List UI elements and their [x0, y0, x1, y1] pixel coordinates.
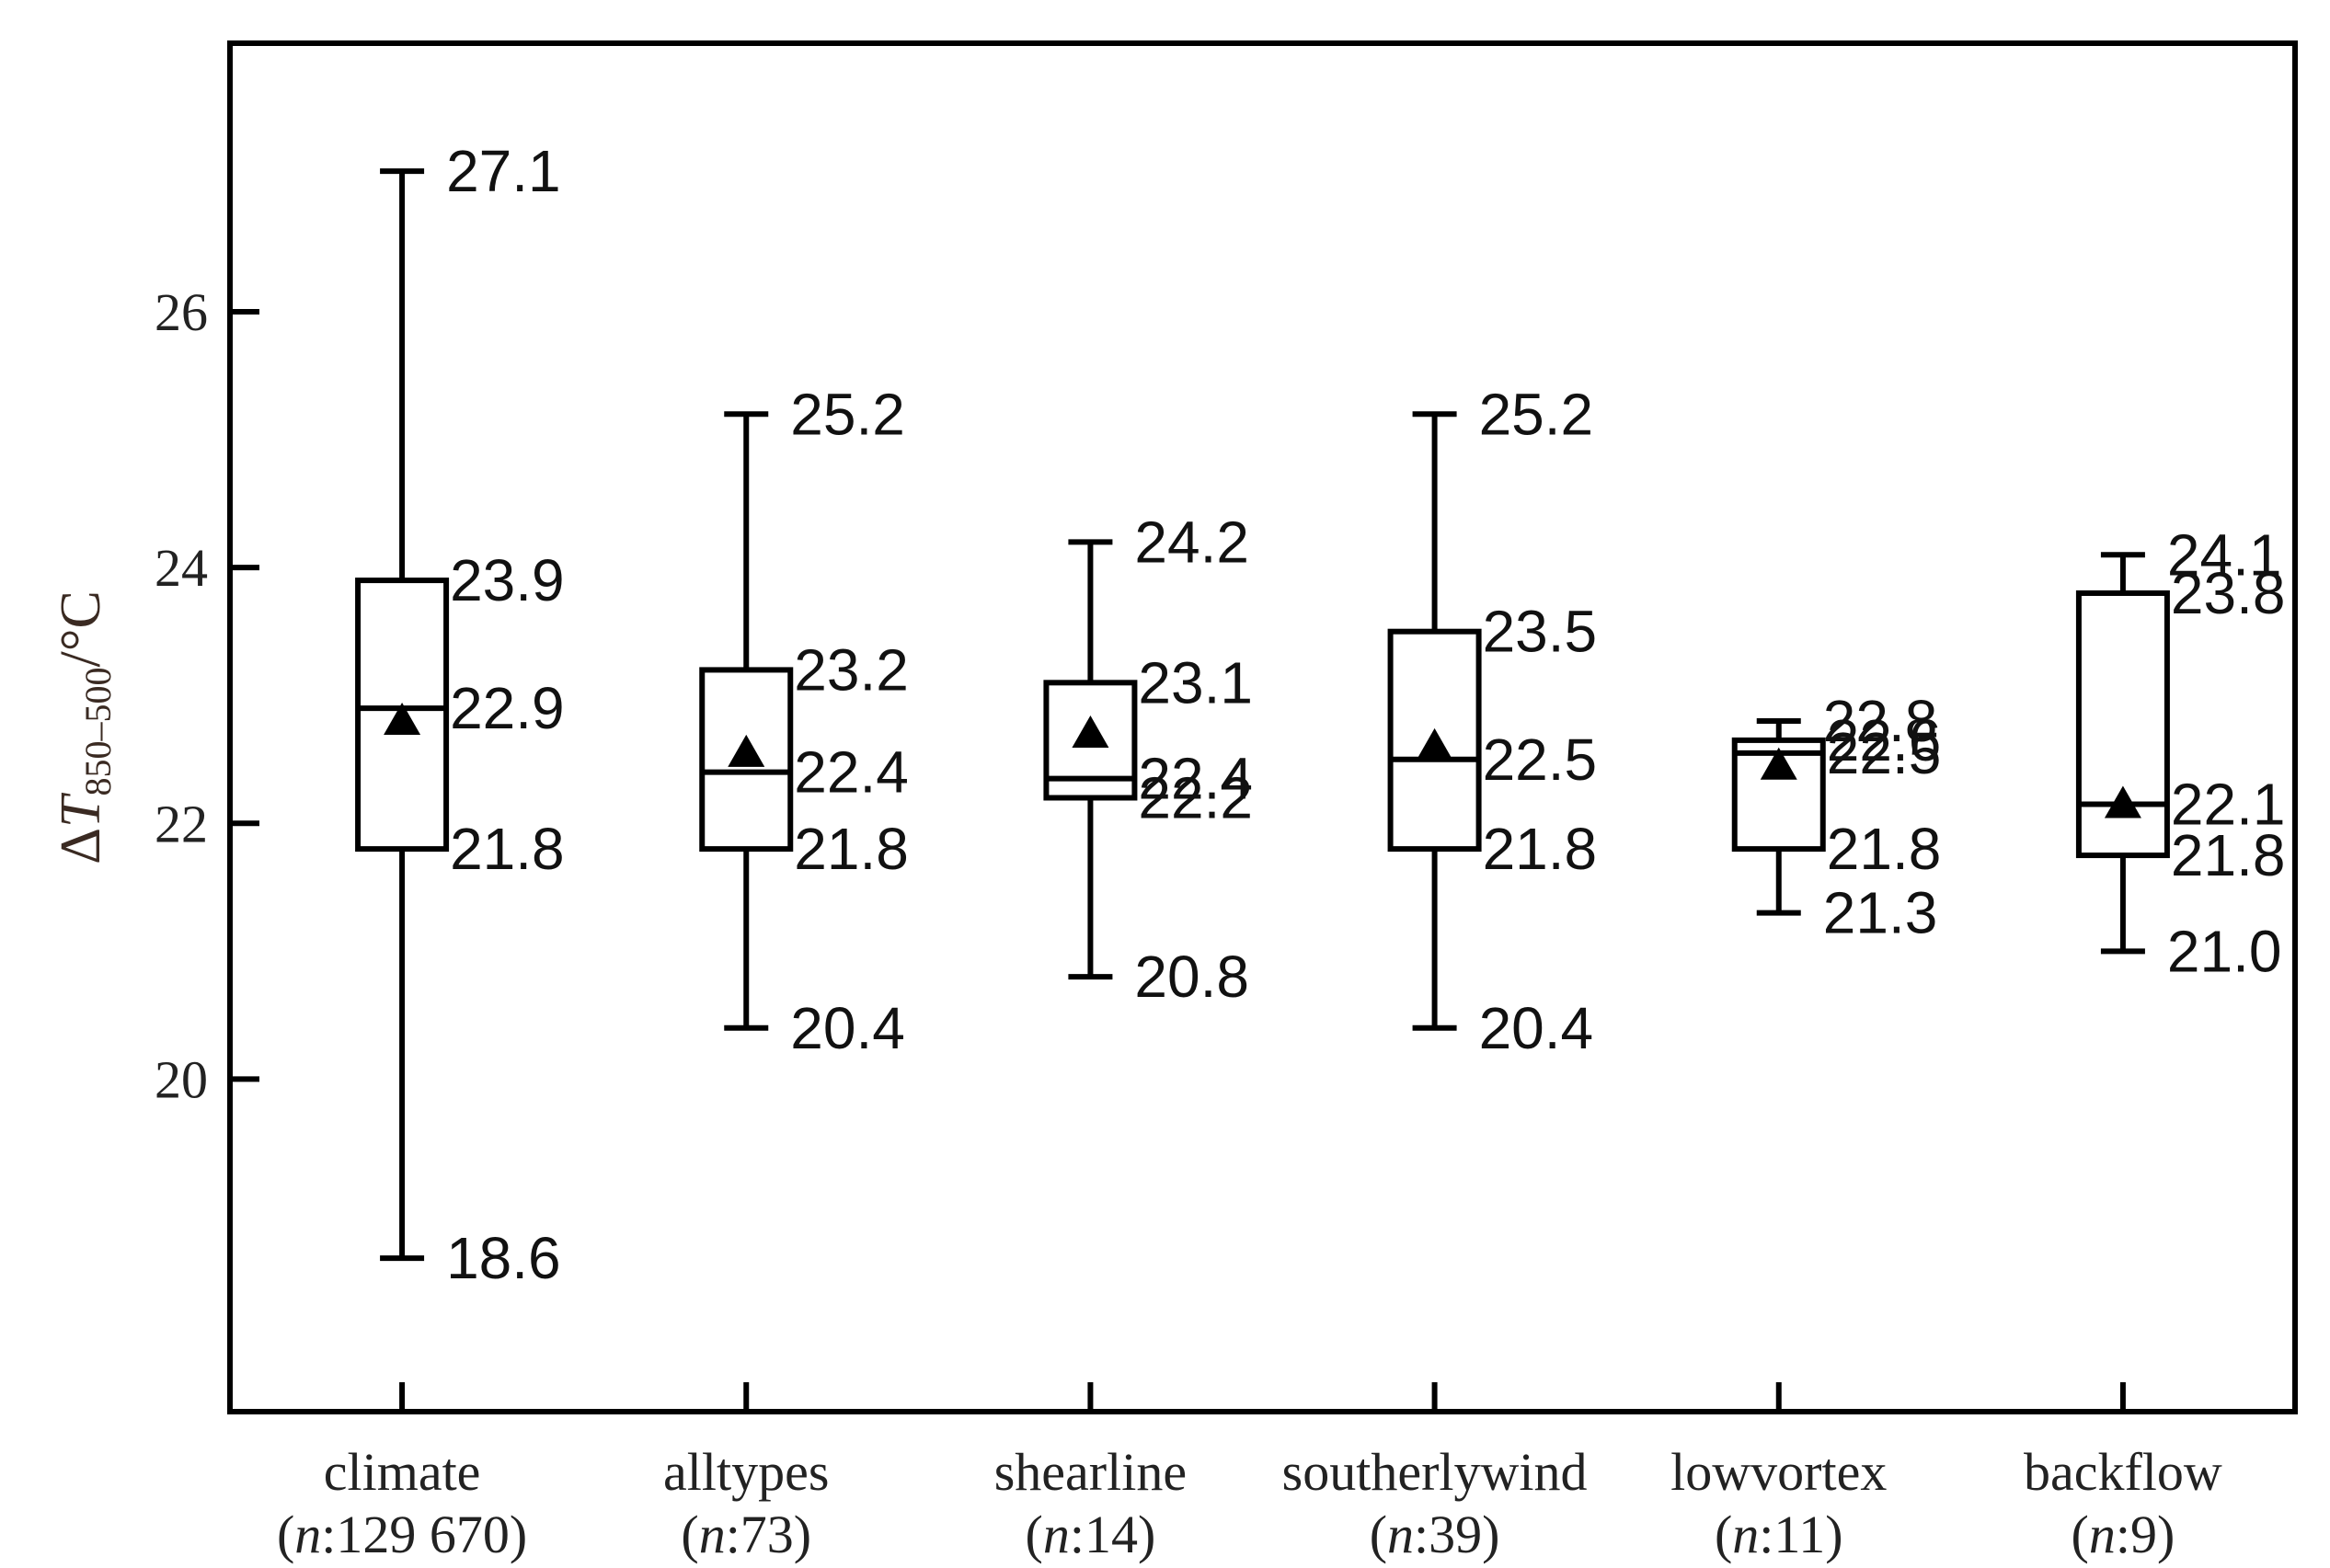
paren-open: ( — [681, 1505, 698, 1564]
y-tick-label-20: 20 — [155, 1049, 208, 1109]
count-value: :39) — [1414, 1505, 1499, 1564]
value-label-median: 22.1 — [2171, 771, 2286, 837]
value-label-max: 24.2 — [1134, 509, 1249, 575]
value-label-q1: 21.8 — [2171, 822, 2286, 888]
category-label-alltypes: alltypes — [663, 1442, 829, 1502]
mean-marker — [1760, 747, 1797, 780]
value-label-max: 24.1 — [2167, 521, 2282, 588]
box-southerlywind: 25.2 20.4 23.5 22.5 21.8 — [1387, 381, 1598, 1061]
value-label-min: 20.4 — [790, 995, 905, 1061]
mean-marker — [728, 734, 765, 767]
box-lowvortex: 22.8 21.3 22.622.5 21.8 — [1731, 688, 1942, 946]
paren-open: ( — [277, 1505, 294, 1564]
category-count-alltypes: (n:73) — [681, 1505, 811, 1564]
value-label-median: 22.4 — [1138, 746, 1253, 812]
y-axis-label: ΔT850–500/°C — [50, 590, 119, 864]
value-label-q1: 21.8 — [794, 816, 909, 882]
category-count-backflow: (n:9) — [2072, 1505, 2175, 1564]
count-symbol: n — [1387, 1505, 1414, 1564]
category-count-climate: (n:129 670) — [277, 1505, 527, 1564]
value-label-median: 22.5 — [1483, 727, 1598, 793]
box-climate: 27.1 18.6 23.9 22.9 21.8 — [355, 138, 565, 1291]
count-value: :14) — [1070, 1505, 1155, 1564]
value-label-max: 27.1 — [446, 138, 561, 204]
count-value: :73) — [726, 1505, 811, 1564]
value-label-min: 20.4 — [1479, 995, 1594, 1061]
y-axis: 20 22 24 26 — [155, 282, 259, 1109]
category-count-southerlywind: (n:39) — [1370, 1505, 1500, 1564]
value-label-median: 22.5 — [1827, 720, 1942, 786]
value-label-min: 21.3 — [1823, 880, 1938, 946]
value-label-median: 22.9 — [450, 675, 565, 741]
value-label-max: 25.2 — [790, 381, 905, 447]
category-count-lowvortex: (n:11) — [1715, 1505, 1843, 1564]
value-label-q1: 21.8 — [450, 816, 565, 882]
value-label-q1: 22.2 — [1138, 764, 1253, 830]
count-value: :11) — [1759, 1505, 1842, 1564]
mean-marker — [2104, 785, 2141, 818]
box-alltypes: 25.2 20.4 23.2 22.4 21.8 — [699, 381, 909, 1061]
value-label-min: 20.8 — [1134, 944, 1249, 1010]
value-label-q1: 21.8 — [1827, 816, 1942, 882]
paren-open: ( — [1026, 1505, 1043, 1564]
category-label-backflow: backflow — [2024, 1442, 2222, 1502]
box-backflow: 24.1 21.0 23.8 22.121.8 — [2075, 521, 2286, 984]
mean-marker — [384, 703, 421, 736]
value-label-q3: 23.1 — [1138, 649, 1253, 715]
paren-open: ( — [1715, 1505, 1732, 1564]
count-symbol: n — [2089, 1505, 2116, 1564]
count-value: :129 670) — [321, 1505, 527, 1564]
count-symbol: n — [699, 1505, 726, 1564]
category-label-climate: climate — [324, 1442, 481, 1502]
category-count-shearline: (n:14) — [1026, 1505, 1156, 1564]
paren-open: ( — [2072, 1505, 2089, 1564]
mean-marker — [1072, 715, 1109, 748]
y-tick-label-22: 22 — [155, 794, 208, 853]
box-shearline: 24.2 20.8 23.1 22.422.2 — [1043, 509, 1253, 1010]
category-label-lowvortex: lowvortex — [1670, 1442, 1887, 1502]
count-value: :9) — [2116, 1505, 2175, 1564]
iqr-box — [355, 578, 450, 853]
value-label-min: 18.6 — [446, 1225, 561, 1291]
x-axis: climate(n:129 670)alltypes(n:73)shearlin… — [277, 1382, 2222, 1564]
category-label-southerlywind: southerlywind — [1282, 1442, 1588, 1502]
category-label-shearline: shearline — [994, 1442, 1187, 1502]
count-symbol: n — [1043, 1505, 1070, 1564]
value-label-min: 21.0 — [2167, 918, 2282, 984]
count-symbol: n — [294, 1505, 321, 1564]
paren-open: ( — [1370, 1505, 1387, 1564]
mean-marker — [1416, 727, 1453, 761]
value-label-q3: 23.8 — [2171, 560, 2286, 626]
plot-frame — [227, 40, 2298, 1414]
value-label-q3: 23.5 — [1483, 599, 1598, 665]
count-symbol: n — [1732, 1505, 1759, 1564]
y-tick-label-24: 24 — [155, 538, 208, 598]
y-tick-label-26: 26 — [155, 282, 208, 342]
value-label-max: 25.2 — [1479, 381, 1594, 447]
value-label-median: 22.4 — [794, 739, 909, 806]
value-label-q1: 21.8 — [1483, 816, 1598, 882]
value-label-q3: 23.2 — [794, 636, 909, 703]
value-label-q3: 23.9 — [450, 547, 565, 613]
boxes: 27.1 18.6 23.9 22.9 21.8 25.2 20.4 23.2 22.4 21.8… — [355, 138, 2286, 1291]
value-label-max: 22.8 — [1823, 688, 1938, 754]
value-label-q3: 22.6 — [1827, 707, 1942, 773]
